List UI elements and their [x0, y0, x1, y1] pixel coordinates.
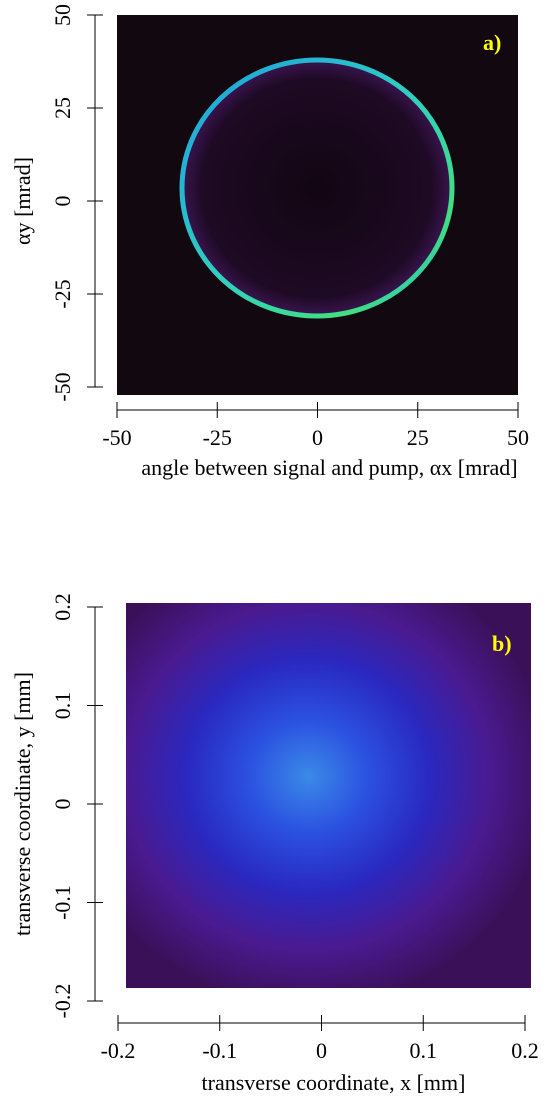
y-tick-label: -50 [50, 372, 75, 401]
image-b [126, 603, 531, 988]
x-tick-label: 0 [312, 425, 323, 450]
x-axis-label: angle between signal and pump, αx [mrad] [141, 455, 517, 480]
y-axis-label: αy [mrad] [10, 157, 35, 245]
y-tick-label: 0.1 [50, 692, 75, 720]
x-axis-label: transverse coordinate, x [mm] [202, 1070, 466, 1095]
x-tick-label: 0 [316, 1038, 327, 1063]
y-tick-label: 25 [50, 97, 75, 119]
x-tick-label: -50 [102, 425, 131, 450]
x-tick-label: 0.2 [511, 1038, 539, 1063]
y-tick-label: 0 [50, 196, 75, 207]
y-tick-label: -0.2 [50, 984, 75, 1019]
y-axis-label: transverse coordinate, y [mm] [10, 672, 35, 936]
image-a [117, 15, 518, 395]
y-tick-label: 0.2 [50, 593, 75, 621]
x-tick-label: 50 [507, 425, 529, 450]
y-tick-label: -0.1 [50, 885, 75, 920]
x-tick-label: -0.2 [101, 1038, 136, 1063]
x-tick-label: 25 [407, 425, 429, 450]
x-tick-label: -0.1 [202, 1038, 237, 1063]
y-tick-label: 50 [50, 4, 75, 26]
y-tick-label: 0 [50, 799, 75, 810]
x-tick-label: -25 [203, 425, 232, 450]
panel-label: a) [483, 30, 501, 55]
x-tick-label: 0.1 [410, 1038, 438, 1063]
panel-label: b) [492, 631, 512, 656]
y-tick-label: -25 [50, 279, 75, 308]
